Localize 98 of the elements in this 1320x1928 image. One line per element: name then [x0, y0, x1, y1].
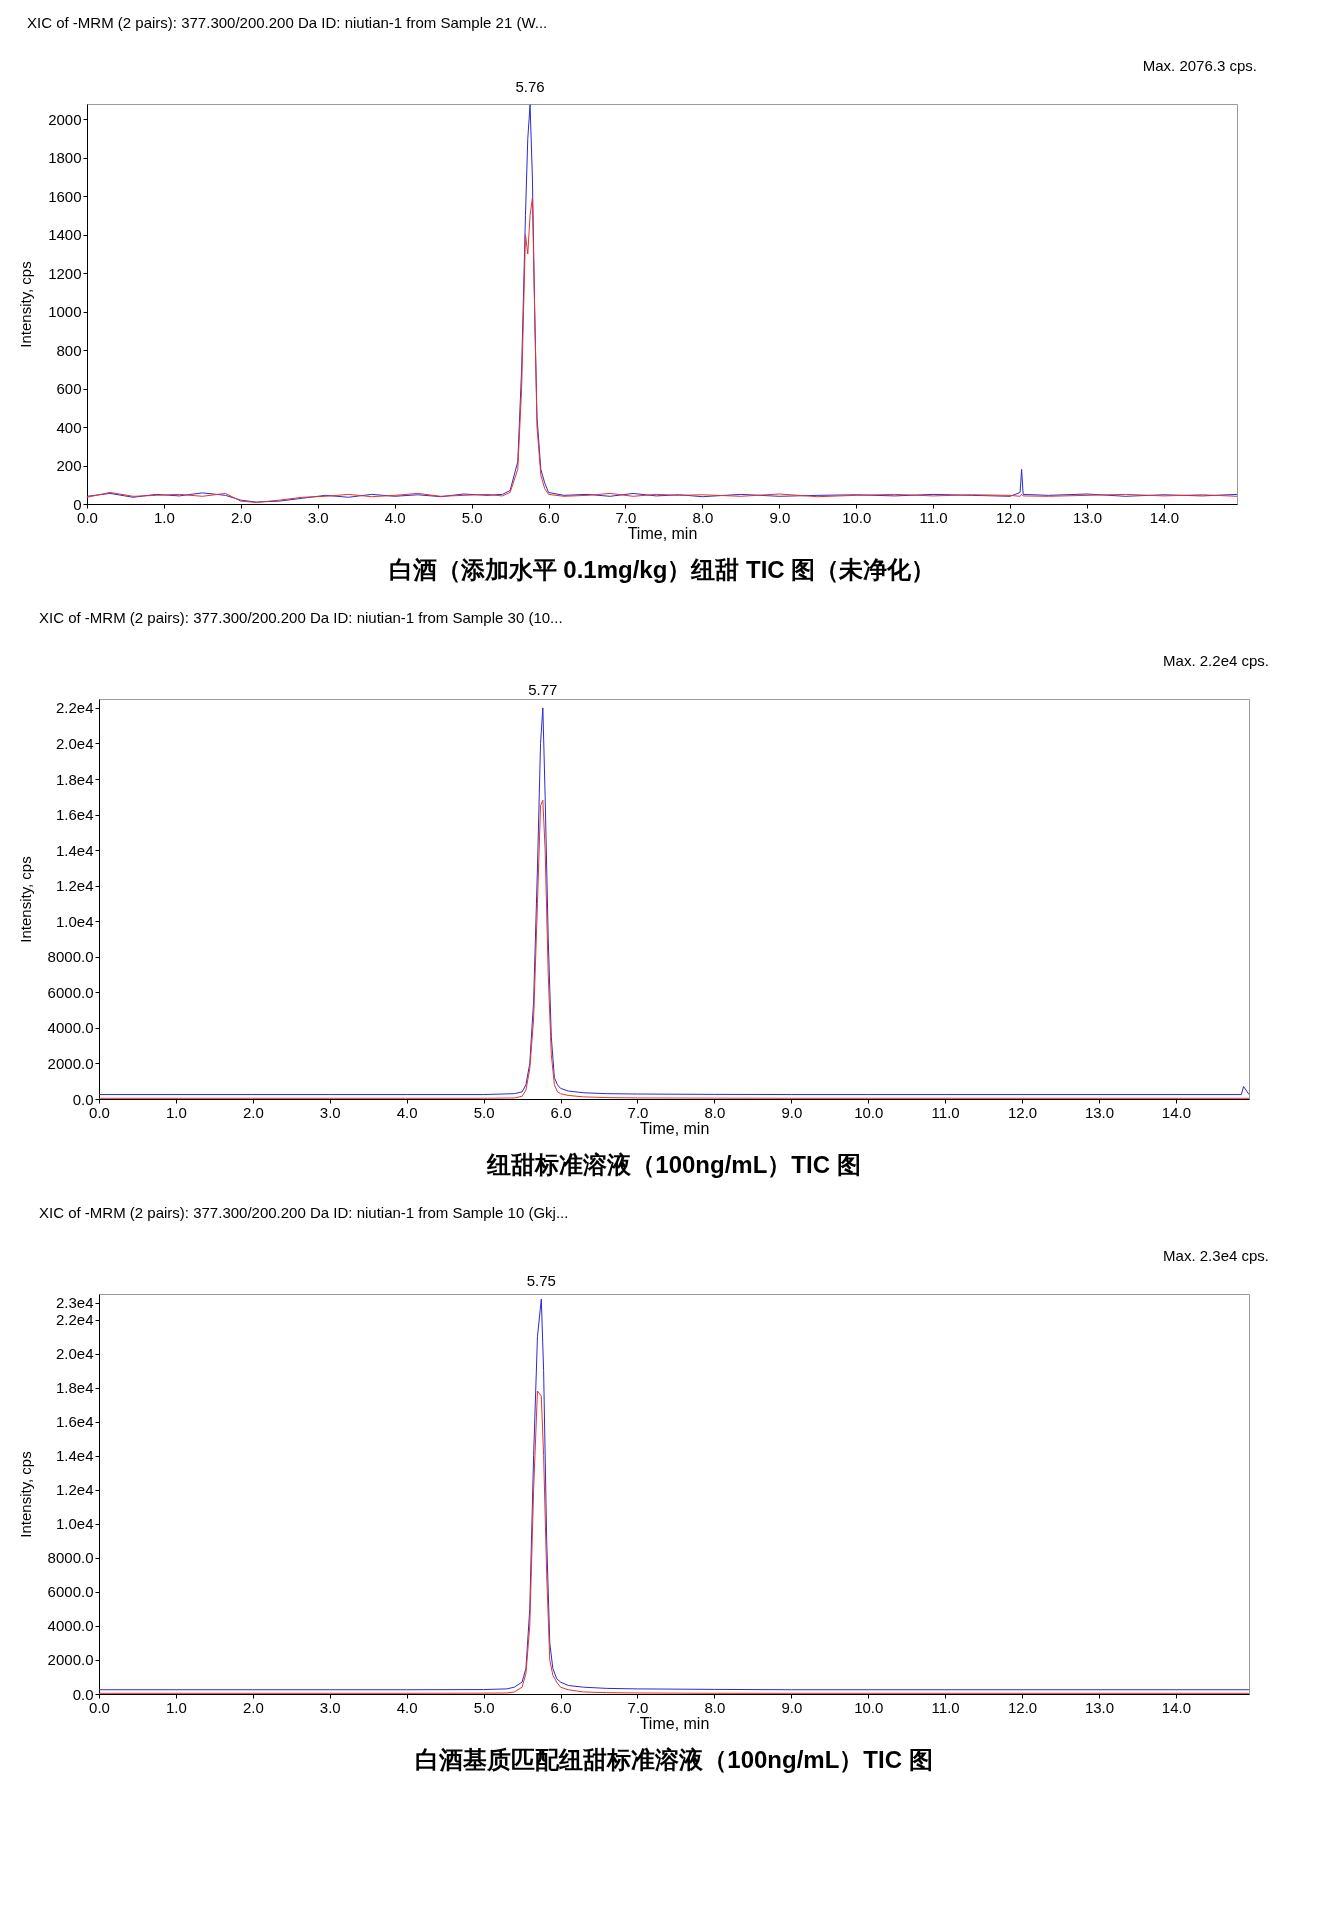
annotation: 5.77: [528, 680, 558, 698]
y-tick-label: 1.8e4: [55, 770, 94, 788]
chart-title: XIC of -MRM (2 pairs): 377.300/200.200 Da ID: niutian-1 from Sample 10 (Gkj...: [39, 1204, 569, 1221]
y-tick-label: 6000.0: [47, 1583, 94, 1601]
x-tick-label: 4.0: [396, 1103, 418, 1121]
y-tick-label: 1.8e4: [55, 1379, 94, 1397]
y-tick-label: 2000: [48, 110, 82, 128]
x-tick-label: 10.0: [854, 1698, 884, 1716]
x-tick-label: 9.0: [781, 1698, 803, 1716]
x-tick-label: 8.0: [704, 1698, 726, 1716]
y-tick-label: 2.0e4: [55, 734, 94, 752]
y-tick-label: 0.0: [72, 1090, 94, 1108]
x-tick-label: 11.0: [931, 1103, 960, 1121]
x-tick-label: 11.0: [919, 508, 948, 526]
x-tick-label: 3.0: [307, 508, 329, 526]
chart-title: XIC of -MRM (2 pairs): 377.300/200.200 Da ID: niutian-1 from Sample 21 (W...: [27, 14, 548, 31]
y-tick-label: 2000.0: [47, 1651, 94, 1669]
y-tick-label: 800: [56, 341, 82, 359]
y-tick-label: 2.2e4: [55, 699, 94, 717]
x-axis-title: Time, min: [627, 524, 698, 542]
x-tick-label: 12.0: [1007, 1698, 1038, 1716]
x-tick-label: 4.0: [384, 508, 406, 526]
x-tick-label: 5.0: [461, 508, 483, 526]
x-tick-label: 12.0: [995, 508, 1026, 526]
x-tick-label: 3.0: [319, 1698, 341, 1716]
x-tick-label: 7.0: [627, 1103, 649, 1121]
y-tick-label: 1800: [48, 149, 82, 167]
text: Max. 2.2e4 cps.: [1163, 652, 1269, 669]
text: 纽甜标准溶液（100ng/mL）TIC 图: [486, 1151, 861, 1178]
x-tick-label: 11.0: [931, 1698, 960, 1716]
line-series: [99, 1298, 1249, 1691]
x-tick-label: 7.0: [615, 508, 637, 526]
text: 白酒基质匹配纽甜标准溶液（100ng/mL）TIC 图: [415, 1746, 933, 1773]
y-tick-label: 1400: [48, 226, 82, 244]
y-tick-label: 2.3e4: [55, 1294, 94, 1312]
annotation: 5.75: [526, 1272, 556, 1290]
annotation: 5.76: [515, 77, 545, 95]
y-axis-title: Intensity, cps: [16, 1451, 34, 1538]
x-axis-title: Time, min: [639, 1714, 710, 1732]
y-tick-label: 2.0e4: [55, 1345, 94, 1363]
line-series: [99, 707, 1249, 1096]
y-tick-label: 1.0e4: [55, 912, 94, 930]
x-tick-label: 2.0: [230, 508, 252, 526]
x-tick-label: 14.0: [1161, 1103, 1192, 1121]
x-tick-label: 1.0: [153, 508, 175, 526]
x-tick-label: 10.0: [854, 1103, 884, 1121]
y-axis-title: Intensity, cps: [17, 261, 35, 348]
x-tick-label: 6.0: [550, 1698, 572, 1716]
x-tick-label: 8.0: [692, 508, 714, 526]
x-tick-label: 3.0: [319, 1103, 341, 1121]
y-tick-label: 4000.0: [47, 1019, 94, 1037]
y-tick-label: 2000.0: [47, 1054, 94, 1072]
x-tick-label: 2.0: [242, 1103, 264, 1121]
y-tick-label: 0.0: [72, 1685, 94, 1703]
x-tick-label: 6.0: [550, 1103, 572, 1121]
x-tick-label: 8.0: [704, 1103, 726, 1121]
y-tick-label: 1200: [48, 264, 82, 282]
y-tick-label: 1000: [48, 303, 82, 321]
y-tick-label: 1.6e4: [55, 806, 94, 824]
x-tick-label: 1.0: [165, 1103, 187, 1121]
chart-title: XIC of -MRM (2 pairs): 377.300/200.200 Da ID: niutian-1 from Sample 30 (10...: [39, 609, 563, 626]
y-tick-label: 4000.0: [47, 1617, 94, 1635]
x-tick-label: 13.0: [1084, 1698, 1115, 1716]
x-tick-label: 9.0: [769, 508, 791, 526]
x-tick-label: 9.0: [781, 1103, 803, 1121]
y-tick-label: 6000.0: [47, 983, 94, 1001]
y-tick-label: 1.0e4: [55, 1515, 94, 1533]
x-tick-label: 7.0: [627, 1698, 649, 1716]
text: Max. 2.3e4 cps.: [1163, 1247, 1269, 1264]
x-axis-title: Time, min: [639, 1119, 710, 1137]
x-tick-label: 5.0: [473, 1103, 495, 1121]
y-tick-label: 0: [73, 495, 82, 513]
y-tick-label: 8000.0: [47, 948, 94, 966]
x-tick-label: 13.0: [1084, 1103, 1115, 1121]
y-tick-label: 1.2e4: [55, 1481, 94, 1499]
y-axis-title: Intensity, cps: [16, 856, 34, 943]
x-tick-label: 6.0: [538, 508, 560, 526]
y-tick-label: 200: [56, 457, 82, 475]
y-tick-label: 1.6e4: [55, 1413, 94, 1431]
y-tick-label: 1.2e4: [55, 877, 94, 895]
x-tick-label: 2.0: [242, 1698, 264, 1716]
x-tick-label: 1.0: [165, 1698, 187, 1716]
y-tick-label: 8000.0: [47, 1549, 94, 1567]
x-tick-label: 4.0: [396, 1698, 418, 1716]
x-tick-label: 12.0: [1007, 1103, 1038, 1121]
y-tick-label: 400: [56, 418, 82, 436]
text: 白酒（添加水平 0.1mg/kg）纽甜 TIC 图（未净化）: [388, 556, 936, 583]
x-tick-label: 13.0: [1072, 508, 1103, 526]
y-tick-label: 1.4e4: [55, 841, 94, 859]
text: Max. 2076.3 cps.: [1142, 57, 1257, 74]
x-tick-label: 14.0: [1161, 1698, 1192, 1716]
y-tick-label: 1.4e4: [55, 1447, 94, 1465]
y-tick-label: 600: [56, 380, 82, 398]
y-tick-label: 2.2e4: [55, 1311, 94, 1329]
x-tick-label: 14.0: [1149, 508, 1180, 526]
x-tick-label: 5.0: [473, 1698, 495, 1716]
x-tick-label: 10.0: [842, 508, 872, 526]
y-tick-label: 1600: [48, 187, 82, 205]
